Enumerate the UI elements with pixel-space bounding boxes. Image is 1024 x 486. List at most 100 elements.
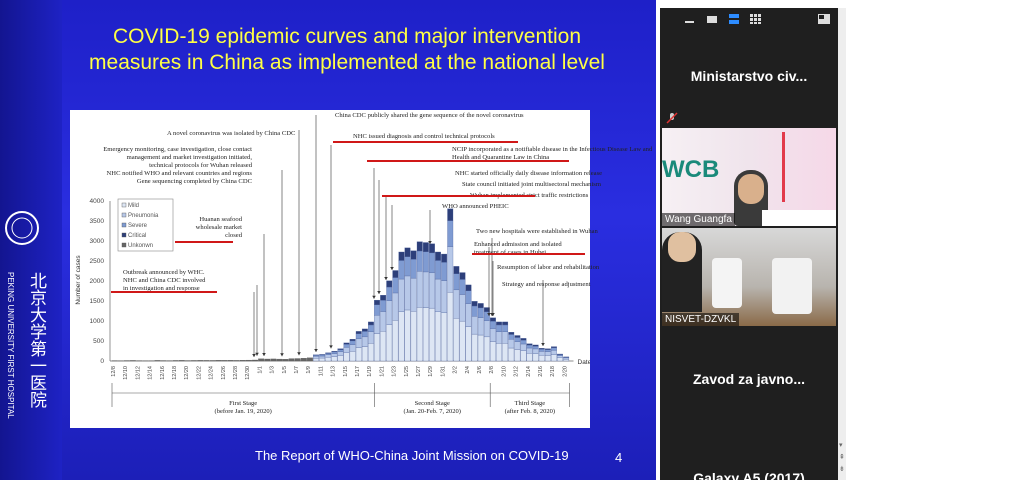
bar-segment <box>472 316 478 334</box>
bar-segment <box>502 322 508 325</box>
legend-swatch <box>122 223 126 227</box>
bar-segment <box>460 273 466 280</box>
slide-title-line2: measures in China as implemented at the … <box>62 50 632 76</box>
logo-text-en: PEKING UNIVERSITY FIRST HOSPITAL <box>6 272 15 419</box>
bar-segment <box>411 311 417 361</box>
bar-segment <box>515 335 521 337</box>
x-tick-label: 1/19 <box>367 366 373 377</box>
bar-segment <box>350 345 356 352</box>
minimize-icon[interactable] <box>684 14 696 24</box>
bar <box>155 360 161 361</box>
gallery-view-icon[interactable] <box>750 14 762 24</box>
bar-segment <box>332 354 338 357</box>
bar-segment <box>344 347 350 352</box>
bar-segment <box>399 279 405 312</box>
bar-segment <box>521 344 527 351</box>
legend-label: Pneumonia <box>128 213 159 219</box>
legend-swatch <box>122 203 126 207</box>
x-tick-label: 1/3 <box>270 366 276 374</box>
bar-segment <box>429 273 435 308</box>
bar-segment <box>466 285 472 291</box>
annotation: Enhanced admission and isolated <box>474 241 562 249</box>
bar-segment <box>545 355 551 361</box>
bar <box>283 359 289 361</box>
bar-segment <box>374 305 380 315</box>
bar-segment <box>344 343 350 344</box>
bar <box>228 360 234 361</box>
legend-label: Unkonwn <box>128 243 153 249</box>
bar-segment <box>368 332 374 344</box>
bar-segment <box>405 310 411 361</box>
bar-segment <box>484 337 490 361</box>
bar-segment <box>521 338 527 340</box>
bar <box>301 358 307 361</box>
participant-name[interactable]: Galaxy A5 (2017) <box>660 470 838 486</box>
strip-view-icon[interactable] <box>728 14 740 24</box>
stage-name: Second Stage <box>415 400 450 407</box>
bar-segment <box>356 331 362 333</box>
arrow-head <box>280 353 284 356</box>
annotation: Outbreak announced by WHC. <box>123 269 205 277</box>
bar <box>179 360 185 361</box>
highlight-underline <box>382 195 535 197</box>
bar-segment <box>338 349 344 350</box>
bar-segment <box>472 301 478 306</box>
bar-segment <box>399 252 405 260</box>
bar-segment <box>344 344 350 347</box>
participant-name[interactable]: Ministarstvo civ... <box>660 68 838 84</box>
bar-segment <box>521 340 527 344</box>
bar-segment <box>515 349 521 361</box>
single-view-icon[interactable] <box>706 14 718 24</box>
bar-segment <box>460 295 466 322</box>
bar-segment <box>374 300 380 305</box>
participant-name[interactable]: Zavod za javno... <box>660 371 838 387</box>
bar-segment <box>411 259 417 278</box>
scroll-arrows-icon[interactable]: ▾⇞⇟ <box>839 440 845 476</box>
shared-slide: COVID-19 epidemic curves and major inter… <box>0 0 656 480</box>
bar-segment <box>478 335 484 361</box>
x-tick-label: 1/17 <box>355 366 361 377</box>
arrow-head <box>252 354 256 357</box>
bar-segment <box>326 353 332 354</box>
panel-scrollbar[interactable]: ▾⇞⇟ <box>838 8 846 480</box>
bar-segment <box>411 278 417 311</box>
bar-segment <box>362 337 368 347</box>
bar <box>191 360 197 361</box>
bar-segment <box>374 315 380 333</box>
layout-icon[interactable] <box>818 14 830 24</box>
x-tick-label: 12/8 <box>111 366 117 377</box>
bar-segment <box>496 322 502 325</box>
annotation: NCIP incorporated as a notifiable diseas… <box>452 146 652 154</box>
y-tick-label: 500 <box>93 338 104 345</box>
arrow-head <box>255 353 259 356</box>
arrow-head <box>541 343 545 346</box>
x-tick-label: 1/31 <box>440 366 446 377</box>
bar-segment <box>368 325 374 332</box>
bar-segment <box>563 358 569 359</box>
chair <box>772 258 812 314</box>
video-tile-wang-guangfa[interactable]: WCB Wang Guangfa <box>662 128 836 226</box>
bar-segment <box>319 356 325 358</box>
x-tick-label: 12/22 <box>196 366 202 380</box>
bar-segment <box>454 318 460 361</box>
legend-swatch <box>122 233 126 237</box>
bar-segment <box>417 242 423 251</box>
bar-segment <box>454 266 460 273</box>
bar <box>173 360 179 361</box>
y-tick-label: 3000 <box>90 238 105 245</box>
highlight-underline <box>472 253 585 255</box>
x-tick-label: 1/13 <box>331 366 337 377</box>
bar-segment <box>466 304 472 327</box>
bar-segment <box>496 325 502 332</box>
bar <box>222 360 228 361</box>
bar-segment <box>423 243 429 252</box>
participants-panel: Ministarstvo civ... WCB Wang Guangfa NIS… <box>660 8 838 480</box>
bar-segment <box>313 356 319 358</box>
bar-segment <box>405 257 411 276</box>
bar-segment <box>472 334 478 361</box>
y-tick-label: 4000 <box>90 198 105 205</box>
annotation: Two new hospitals were established in Wu… <box>476 228 598 236</box>
bar-segment <box>387 301 393 325</box>
video-tile-nisvet[interactable]: NISVET-DZVKL <box>662 228 836 326</box>
bar <box>289 359 295 361</box>
